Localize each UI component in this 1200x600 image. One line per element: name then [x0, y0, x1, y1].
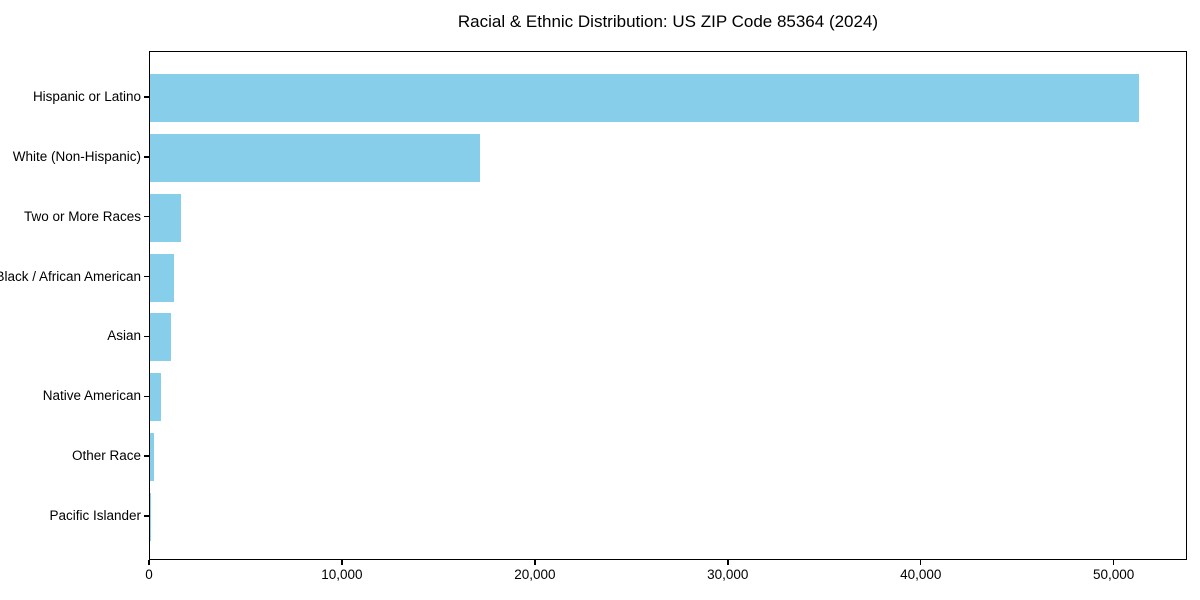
y-tick-mark — [144, 275, 149, 278]
bar-asian — [150, 313, 171, 362]
y-tick-label: Two or More Races — [23, 208, 141, 224]
y-tick-mark — [144, 156, 149, 158]
x-tick-label: 30,000 — [707, 567, 749, 582]
chart-title: Racial & Ethnic Distribution: US ZIP Cod… — [457, 12, 879, 31]
y-tick-label: Asian — [107, 328, 141, 344]
y-tick-mark — [144, 216, 149, 218]
y-tick-mark — [144, 395, 149, 397]
y-tick-mark — [144, 515, 149, 517]
y-tick-label: Other Race — [71, 448, 141, 464]
x-tick-mark — [920, 560, 922, 565]
x-tick-label: 40,000 — [900, 567, 942, 582]
bar-white-non-hispanic — [150, 133, 480, 182]
y-tick-label: Hispanic or Latino — [32, 89, 141, 104]
x-tick-mark — [1112, 560, 1115, 565]
y-tick-mark — [144, 335, 149, 338]
y-tick-label: Pacific Islander — [49, 508, 141, 524]
x-tick-label: 20,000 — [514, 567, 556, 582]
y-tick-label: Native American — [42, 388, 141, 404]
x-tick-mark — [148, 560, 150, 565]
y-tick-mark — [144, 96, 149, 98]
y-tick-label: White (Non-Hispanic) — [12, 148, 141, 164]
bar-two-or-more-races — [150, 193, 182, 242]
y-tick-mark — [144, 455, 149, 457]
x-tick-label: 50,000 — [1093, 567, 1135, 582]
bar-other-race — [150, 433, 155, 482]
plot-area — [149, 51, 1187, 560]
x-tick-mark — [341, 560, 343, 565]
y-tick-label: Black / African American — [0, 268, 141, 284]
x-tick-mark — [534, 560, 536, 565]
bar-native-american — [150, 373, 161, 422]
bar-black-african-american — [150, 253, 175, 302]
x-tick-label: 10,000 — [321, 567, 363, 582]
bar-hispanic-or-latino — [150, 74, 1140, 122]
x-tick-label: 0 — [145, 567, 153, 582]
x-tick-mark — [727, 560, 729, 565]
bar-pacific-islander — [150, 493, 151, 542]
